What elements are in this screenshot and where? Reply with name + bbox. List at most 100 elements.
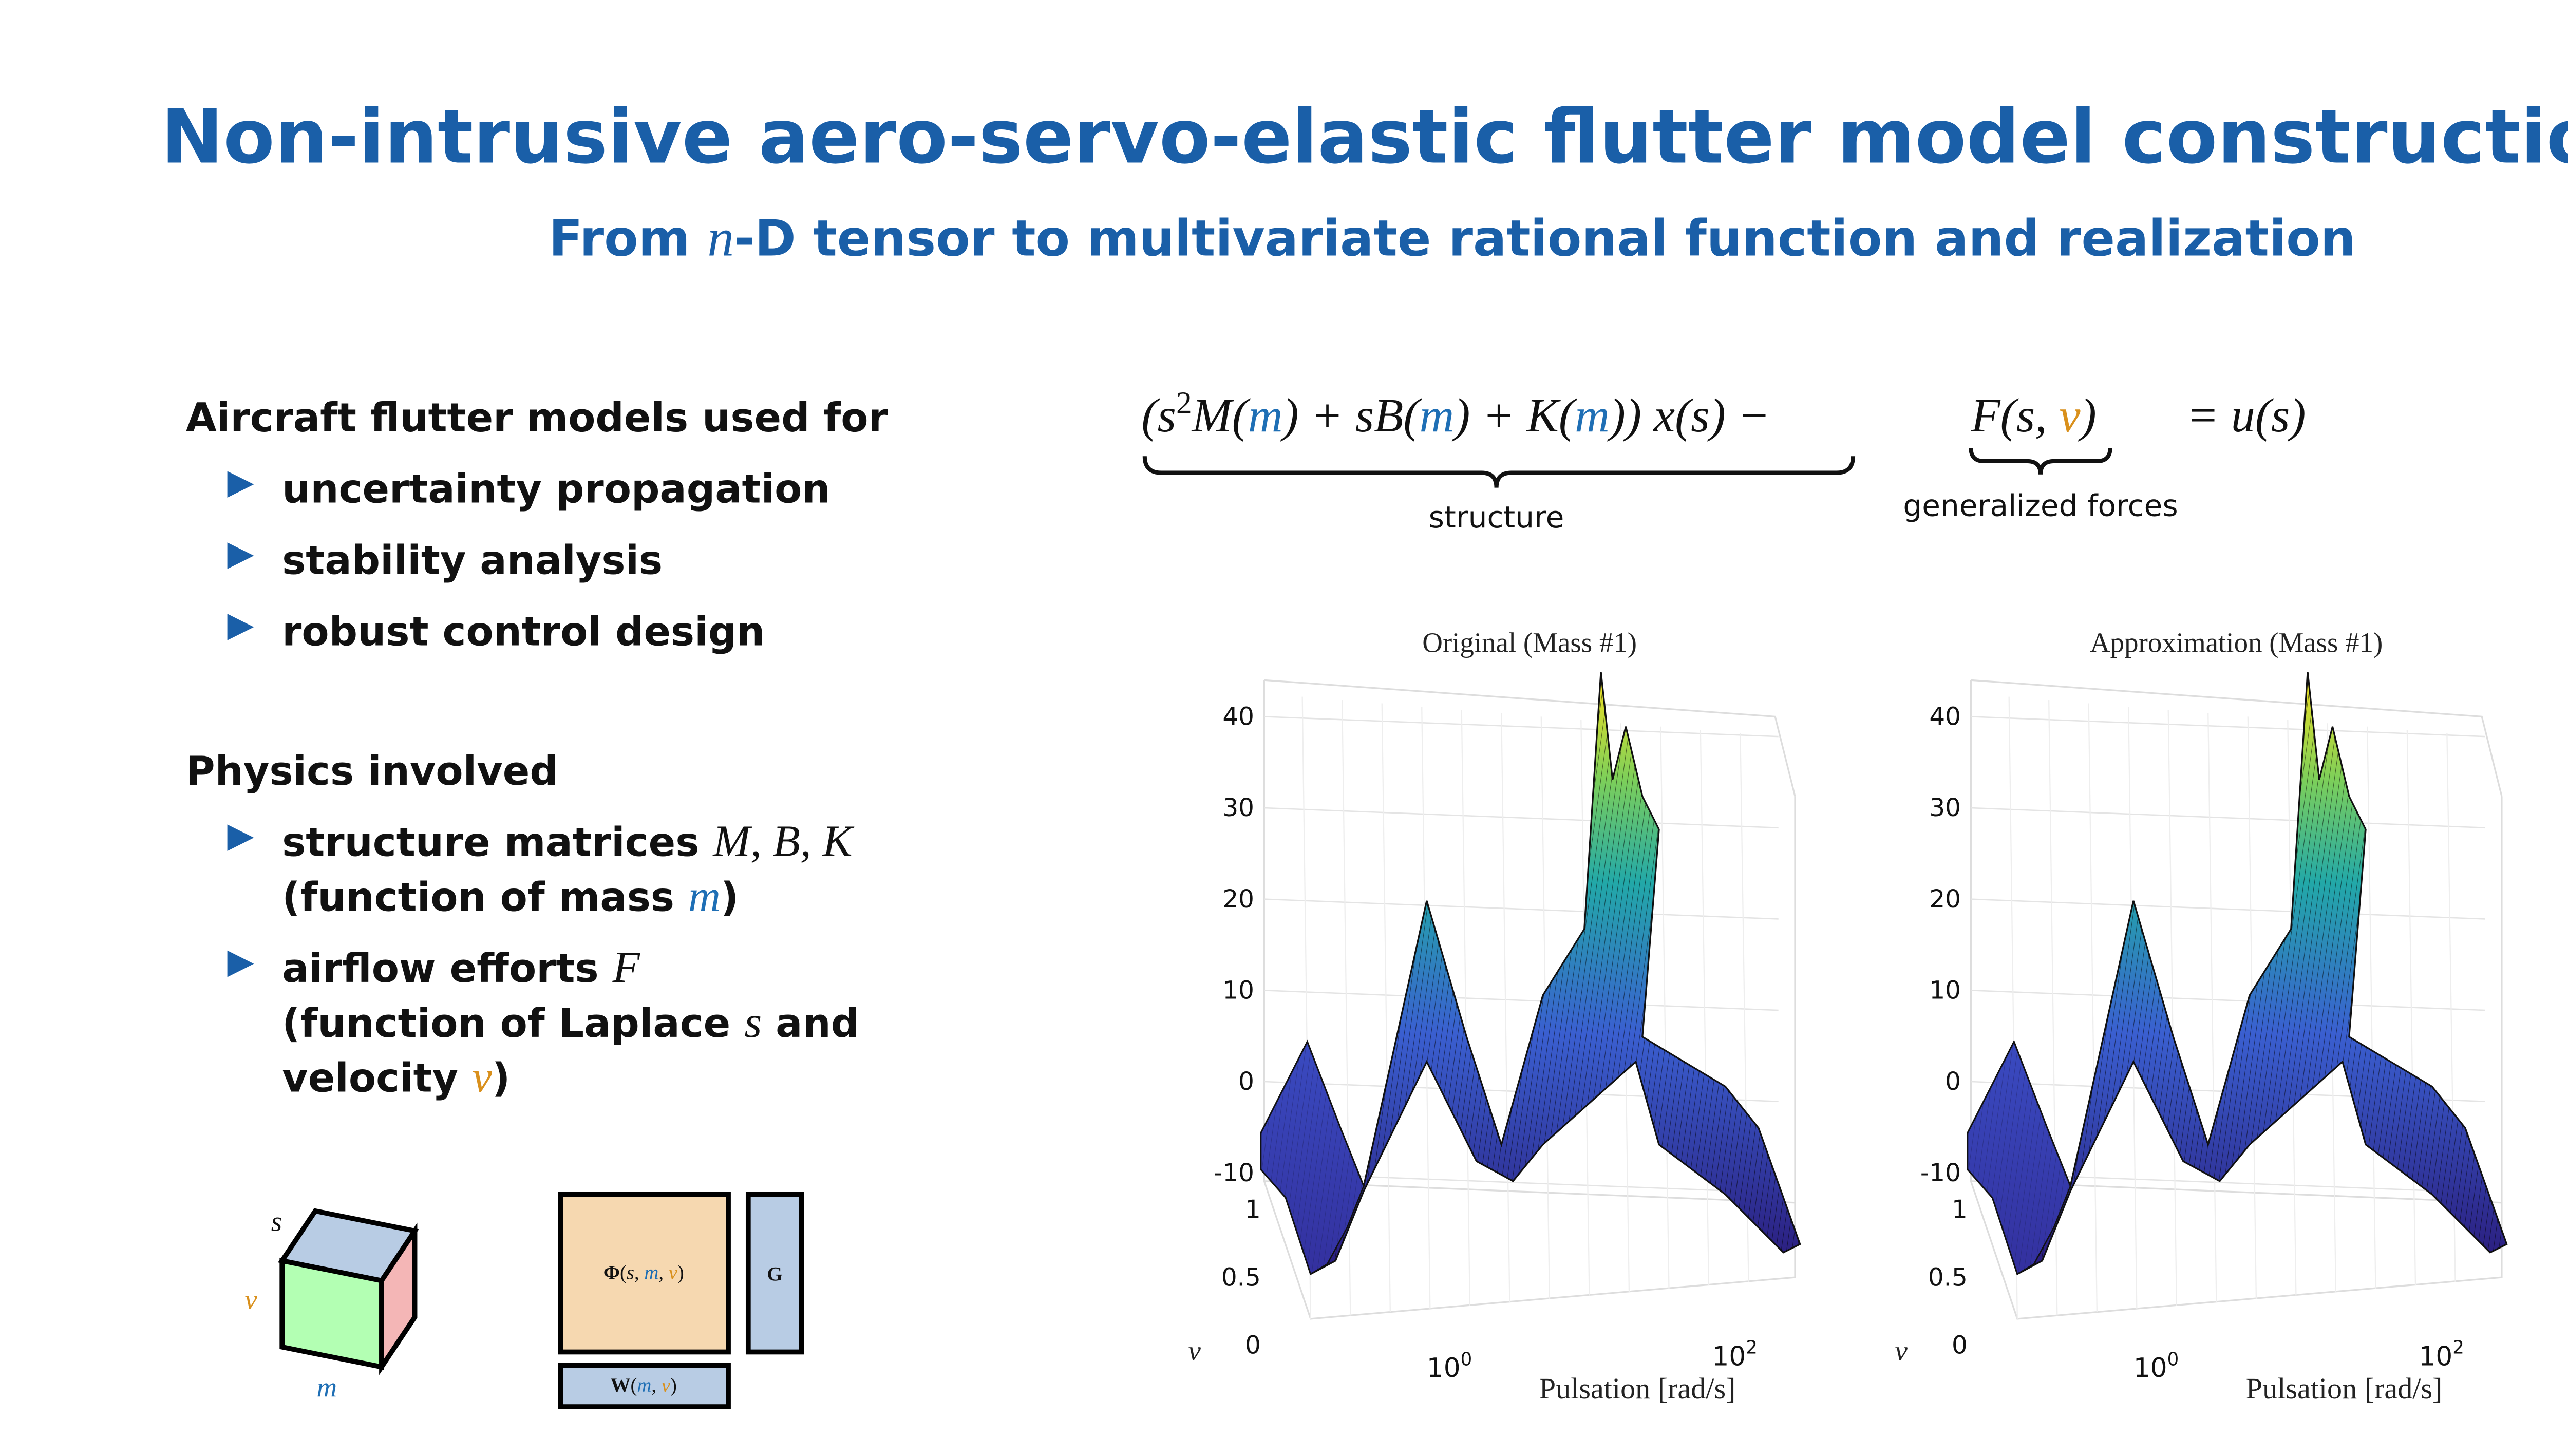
v-tick-label: 0.5 bbox=[1221, 1263, 1261, 1292]
grid-line bbox=[1971, 807, 2485, 829]
math: ) bbox=[677, 1261, 684, 1283]
underbrace bbox=[1969, 447, 2112, 475]
axis-box bbox=[1970, 679, 2503, 1320]
title: Non-intrusive aero-servo-elastic flutter… bbox=[161, 94, 2568, 181]
grid-line bbox=[2088, 703, 2098, 1312]
text: and bbox=[762, 1000, 859, 1047]
bullet-item: velocity v) bbox=[282, 1051, 510, 1101]
tick-base: 10 bbox=[1427, 1353, 1461, 1384]
text: velocity bbox=[282, 1055, 472, 1101]
cube-label: v bbox=[244, 1283, 257, 1315]
plot-title: Approximation (Mass #1) bbox=[2090, 627, 2383, 658]
math: M, B, K bbox=[712, 816, 854, 866]
heading: Physics involved bbox=[186, 748, 558, 795]
math: F(s, bbox=[1970, 389, 2059, 442]
math: m bbox=[688, 871, 721, 920]
grid-line bbox=[1971, 990, 2485, 1011]
grid-line bbox=[2207, 713, 2217, 1302]
v-axis-label: v bbox=[1188, 1335, 1201, 1367]
v-tick-label: 0 bbox=[1245, 1331, 1261, 1360]
z-tick-label: 0 bbox=[1945, 1067, 1961, 1096]
surface-mesh bbox=[1260, 672, 1800, 1274]
axis-box bbox=[1263, 679, 1796, 1320]
bullets bbox=[227, 471, 254, 977]
x-tick-label: 100 bbox=[1427, 1349, 1472, 1384]
z-tick-label: 0 bbox=[1238, 1067, 1254, 1096]
bullet-item: (function of mass m) bbox=[282, 871, 739, 920]
x-axis-label: Pulsation [rad/s] bbox=[1539, 1372, 1736, 1405]
math: 2 bbox=[1176, 385, 1192, 420]
z-tick-label: 20 bbox=[1222, 885, 1254, 914]
subtitle-text: From bbox=[549, 209, 707, 267]
v-tick-label: 0.5 bbox=[1928, 1263, 1968, 1292]
tick-exp: 2 bbox=[1746, 1337, 1758, 1358]
grid-line bbox=[1971, 898, 2485, 920]
v-tick-label: 0 bbox=[1952, 1331, 1968, 1360]
subtitle-math: n bbox=[707, 209, 734, 267]
math: ( bbox=[620, 1261, 627, 1283]
text: (function of Laplace bbox=[282, 1000, 744, 1047]
grid-line bbox=[1700, 730, 1710, 1286]
z-tick-label: -10 bbox=[1920, 1159, 1961, 1187]
grid-line bbox=[1971, 716, 2485, 738]
z-tick-label: 40 bbox=[1222, 703, 1254, 731]
grid-line bbox=[1381, 703, 1391, 1312]
brace-label: structure bbox=[1429, 500, 1564, 535]
tick-base: 10 bbox=[2419, 1341, 2452, 1372]
w-label: W(m, v) bbox=[611, 1374, 677, 1396]
math: m bbox=[637, 1374, 651, 1396]
bullet-item: robust control design bbox=[282, 609, 765, 655]
bullet-item: structure matrices M, B, K bbox=[282, 816, 854, 866]
grid-line bbox=[1660, 726, 1670, 1289]
v-axis-label: v bbox=[1895, 1335, 1908, 1367]
math: , bbox=[651, 1374, 661, 1396]
math: ) bbox=[670, 1374, 677, 1396]
surface-front bbox=[1967, 1040, 2071, 1275]
z-tick-label: 30 bbox=[1929, 793, 1961, 822]
v-tick-label: 1 bbox=[1952, 1195, 1968, 1224]
grid-line bbox=[1264, 990, 1779, 1011]
v-tick-label: 1 bbox=[1245, 1195, 1261, 1224]
cube-label: s bbox=[271, 1206, 282, 1237]
math: s bbox=[627, 1261, 634, 1283]
math: m bbox=[1248, 389, 1283, 442]
equation-forces: F(s, v) bbox=[1970, 389, 2096, 442]
math: m bbox=[1575, 389, 1610, 442]
math: M( bbox=[1191, 389, 1251, 442]
brace-label: generalized forces bbox=[1903, 488, 2178, 523]
x-tick-label: 102 bbox=[1712, 1337, 1757, 1372]
math: , bbox=[634, 1261, 644, 1283]
cube-label: m bbox=[317, 1372, 337, 1403]
math: (s bbox=[1141, 389, 1176, 442]
tick-base: 10 bbox=[2133, 1353, 2167, 1384]
grid-line bbox=[2406, 730, 2416, 1286]
math: v bbox=[662, 1374, 671, 1396]
z-tick-label: 10 bbox=[1929, 976, 1961, 1005]
w-box bbox=[558, 1363, 731, 1409]
surface-front bbox=[1260, 1040, 1365, 1275]
z-tick-label: 40 bbox=[1929, 703, 1961, 731]
x-axis-label: Pulsation [rad/s] bbox=[2246, 1372, 2443, 1405]
text: ) bbox=[721, 874, 739, 920]
math: s bbox=[744, 997, 762, 1047]
text: structure matrices bbox=[282, 820, 713, 866]
underbrace bbox=[1142, 456, 1856, 488]
text: airflow efforts bbox=[282, 946, 612, 992]
text: (function of mass bbox=[282, 874, 688, 920]
math: )) x(s) − bbox=[1607, 389, 1770, 442]
math: ) bbox=[2078, 389, 2097, 442]
surface-plot: Approximation (Mass #1)403020100-1010.50… bbox=[1895, 627, 2508, 1405]
grid-line bbox=[2167, 710, 2178, 1306]
grid-line bbox=[1264, 716, 1779, 738]
z-tick-label: -10 bbox=[1214, 1159, 1254, 1187]
bullet-item: stability analysis bbox=[282, 538, 663, 584]
z-tick-label: 30 bbox=[1222, 793, 1254, 822]
grid-line bbox=[1264, 898, 1779, 920]
z-tick-label: 10 bbox=[1222, 976, 1254, 1005]
math: ( bbox=[631, 1374, 637, 1396]
g-box bbox=[745, 1192, 804, 1355]
phi-label: Φ(s, m, v) bbox=[603, 1261, 684, 1283]
math: v bbox=[669, 1261, 678, 1283]
